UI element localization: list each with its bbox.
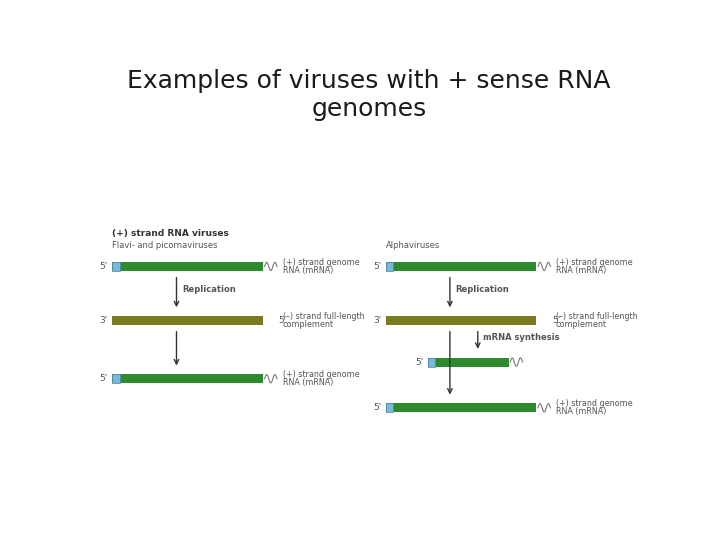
FancyBboxPatch shape: [386, 316, 536, 325]
Text: 5': 5': [279, 316, 287, 325]
Text: 5': 5': [552, 316, 560, 325]
Text: 5': 5': [415, 357, 423, 367]
Text: mRNA synthesis: mRNA synthesis: [483, 333, 560, 342]
Text: complement: complement: [556, 320, 607, 329]
FancyBboxPatch shape: [386, 262, 536, 271]
Text: 5': 5': [373, 262, 382, 271]
FancyBboxPatch shape: [112, 316, 263, 325]
FancyBboxPatch shape: [386, 262, 393, 271]
Text: (+) strand RNA viruses: (+) strand RNA viruses: [112, 229, 229, 238]
Text: (–) strand full-length: (–) strand full-length: [556, 312, 637, 321]
Text: Examples of viruses with + sense RNA
genomes: Examples of viruses with + sense RNA gen…: [127, 69, 611, 121]
Text: Flavi- and picornaviruses: Flavi- and picornaviruses: [112, 241, 218, 250]
Text: 3': 3': [99, 316, 108, 325]
Text: (+) strand genome: (+) strand genome: [282, 258, 359, 267]
FancyBboxPatch shape: [112, 374, 120, 383]
Text: 5': 5': [99, 262, 108, 271]
Text: 3': 3': [373, 316, 382, 325]
FancyBboxPatch shape: [112, 374, 263, 383]
Text: 5': 5': [373, 403, 382, 413]
Text: (–) strand full-length: (–) strand full-length: [282, 312, 364, 321]
FancyBboxPatch shape: [428, 357, 508, 367]
Text: RNA (mRNA): RNA (mRNA): [282, 266, 333, 275]
Text: Alphaviruses: Alphaviruses: [386, 241, 440, 250]
FancyBboxPatch shape: [386, 403, 393, 413]
Text: Replication: Replication: [456, 285, 509, 294]
Text: (+) strand genome: (+) strand genome: [556, 399, 633, 408]
FancyBboxPatch shape: [112, 262, 263, 271]
FancyBboxPatch shape: [112, 262, 120, 271]
Text: RNA (mRNA): RNA (mRNA): [282, 379, 333, 387]
Text: RNA (mRNA): RNA (mRNA): [556, 408, 606, 416]
Text: (+) strand genome: (+) strand genome: [556, 258, 633, 267]
Text: 5': 5': [99, 374, 108, 383]
FancyBboxPatch shape: [428, 357, 435, 367]
Text: (+) strand genome: (+) strand genome: [282, 370, 359, 379]
Text: Replication: Replication: [182, 285, 236, 294]
Text: complement: complement: [282, 320, 333, 329]
FancyBboxPatch shape: [386, 403, 536, 413]
Text: RNA (mRNA): RNA (mRNA): [556, 266, 606, 275]
